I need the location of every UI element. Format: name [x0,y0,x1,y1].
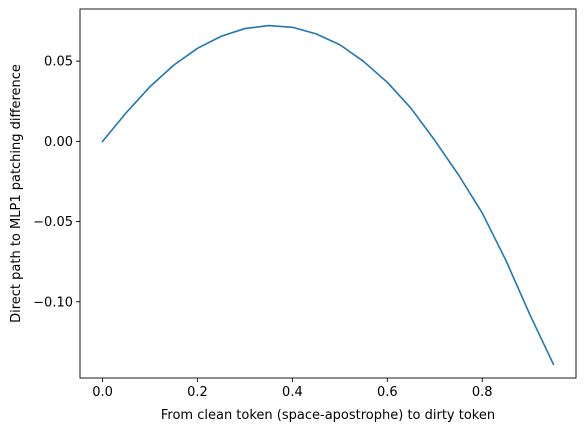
plot-frame [79,8,577,379]
x-axis: 0.0 0.2 0.4 0.6 0.8 [92,378,493,400]
y-tick-label: 0.05 [44,55,73,70]
plot-area [79,8,577,379]
x-axis-label: From clean token (space-apostrophe) to d… [161,408,495,423]
series-line-0 [101,24,555,366]
y-axis-label: Direct path to MLP1 patching difference [9,64,24,323]
y-tick-label: −0.05 [33,215,73,230]
y-tick-label: 0.00 [44,135,73,150]
x-tick-label: 0.8 [472,385,493,400]
x-tick-label: 0.0 [92,385,113,400]
x-tick-label: 0.2 [187,385,208,400]
y-tick-label: −0.10 [33,295,73,310]
x-tick-label: 0.4 [282,385,303,400]
x-tick-label: 0.6 [377,385,398,400]
y-axis: 0.05 0.00 −0.05 −0.10 [33,55,80,310]
